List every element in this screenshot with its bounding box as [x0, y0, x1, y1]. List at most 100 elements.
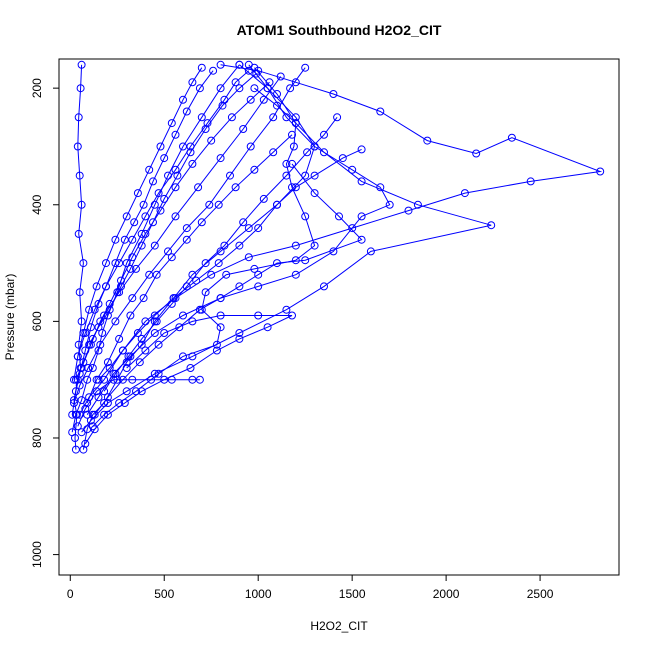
data-point	[156, 142, 165, 151]
data-point	[68, 428, 77, 437]
data-point	[154, 189, 163, 198]
data-point	[171, 130, 180, 139]
series-line	[84, 315, 293, 445]
data-point	[239, 218, 248, 227]
series-19	[83, 130, 296, 407]
data-point	[276, 72, 285, 81]
data-point	[231, 183, 240, 192]
data-point	[195, 375, 204, 384]
data-point	[291, 183, 300, 192]
data-point	[235, 84, 244, 93]
data-point	[182, 235, 191, 244]
data-point	[357, 235, 366, 244]
data-point	[404, 206, 413, 215]
data-point	[90, 425, 99, 434]
data-point	[154, 369, 163, 378]
data-point	[254, 224, 263, 233]
data-point	[160, 154, 169, 163]
data-point	[291, 78, 300, 87]
data-point	[71, 387, 80, 396]
data-point	[252, 69, 261, 78]
series-12	[73, 66, 253, 361]
series-line	[88, 73, 257, 345]
data-point	[413, 200, 422, 209]
data-point	[103, 358, 112, 367]
data-point	[173, 171, 182, 180]
data-point	[179, 352, 187, 361]
data-point	[68, 410, 77, 419]
data-point	[150, 311, 159, 320]
data-point	[118, 375, 127, 384]
data-point	[132, 264, 140, 273]
data-point	[139, 294, 148, 303]
data-point	[288, 130, 296, 139]
data-point	[335, 212, 343, 221]
data-point	[77, 317, 86, 326]
data-point	[149, 218, 157, 227]
series-line	[103, 117, 338, 392]
y-axis: 200 400 600 800 1000	[30, 78, 60, 568]
data-point	[254, 270, 263, 279]
data-point	[88, 364, 97, 372]
data-point	[77, 60, 86, 69]
data-point	[310, 189, 319, 198]
data-point	[85, 305, 94, 314]
data-point	[286, 84, 295, 93]
data-point	[320, 130, 328, 139]
data-point	[111, 259, 120, 268]
data-point	[320, 282, 328, 291]
data-point	[76, 84, 85, 93]
data-point	[291, 270, 300, 279]
series-line	[77, 379, 200, 427]
data-point	[94, 393, 103, 402]
data-point	[111, 369, 120, 378]
data-point	[86, 416, 95, 425]
data-point	[75, 171, 84, 180]
data-point	[214, 200, 223, 209]
data-point	[282, 171, 291, 180]
data-point	[192, 276, 201, 285]
data-point	[526, 177, 535, 186]
data-point	[376, 107, 385, 116]
data-point	[122, 387, 131, 396]
data-point	[288, 311, 296, 320]
data-point	[197, 63, 206, 72]
data-point	[235, 60, 244, 69]
data-point	[273, 259, 281, 268]
data-point	[133, 329, 142, 337]
data-point	[126, 264, 135, 273]
data-point	[149, 177, 157, 186]
data-point	[259, 194, 268, 203]
data-point	[220, 241, 229, 250]
data-point	[103, 410, 112, 419]
data-point	[74, 229, 83, 238]
data-point	[182, 282, 191, 291]
data-point	[167, 253, 176, 262]
data-point	[102, 259, 110, 268]
data-point	[70, 375, 78, 384]
data-point	[79, 445, 88, 454]
data-point	[273, 200, 281, 209]
data-point	[348, 165, 357, 174]
data-point	[98, 329, 107, 337]
data-point	[366, 247, 375, 256]
data-point	[137, 241, 146, 250]
data-point	[246, 95, 255, 104]
data-point	[92, 282, 101, 291]
data-point	[102, 282, 110, 291]
data-point	[150, 200, 159, 209]
chart-title: ATOM1 Southbound H2O2_CIT	[237, 22, 442, 38]
y-tick-label: 200	[30, 78, 44, 98]
data-point	[385, 200, 394, 209]
data-point	[86, 323, 95, 332]
series-16	[85, 69, 261, 349]
data-point	[160, 329, 169, 337]
data-point	[115, 334, 124, 343]
data-point	[216, 154, 225, 163]
data-point	[94, 346, 103, 355]
series-line	[81, 67, 492, 433]
data-point	[235, 329, 244, 337]
data-point	[216, 323, 225, 332]
data-point	[139, 200, 148, 209]
data-point	[122, 364, 131, 372]
